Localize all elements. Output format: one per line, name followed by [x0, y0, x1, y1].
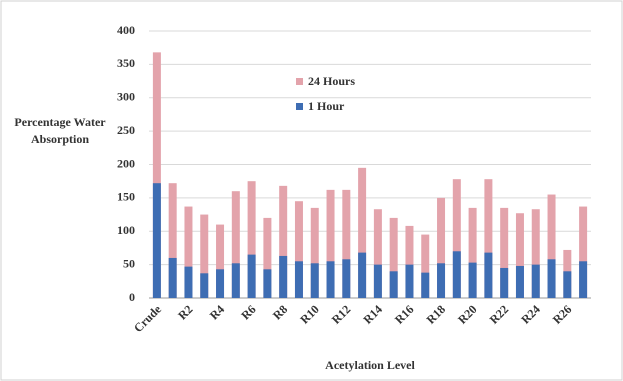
y-tick-label: 300	[117, 90, 135, 104]
bar	[168, 183, 177, 298]
bar	[200, 273, 209, 298]
bar	[263, 269, 272, 298]
legend-swatch	[296, 103, 303, 110]
bar	[152, 183, 161, 298]
y-axis-label: Percentage Water Absorption	[14, 115, 106, 146]
y-tick-label: 100	[117, 223, 135, 237]
bar	[294, 261, 303, 298]
bar	[247, 254, 256, 298]
bar	[216, 269, 225, 298]
bar	[421, 234, 430, 298]
y-tick-label: 200	[117, 156, 135, 170]
bar	[184, 206, 193, 298]
legend-label: 1 Hour	[308, 99, 345, 113]
bar	[515, 265, 524, 298]
bar	[405, 225, 414, 298]
bar	[326, 261, 335, 298]
bar	[263, 217, 272, 298]
bar	[468, 262, 477, 298]
bar	[342, 259, 351, 298]
bar	[500, 267, 509, 298]
y-tick-label: 50	[123, 256, 135, 270]
x-axis-label: Acetylation Level	[325, 358, 415, 372]
bar	[531, 264, 540, 298]
bar	[500, 207, 509, 298]
bar	[310, 207, 319, 298]
bar	[184, 266, 193, 298]
legend-swatch	[296, 78, 303, 85]
bar	[310, 263, 319, 298]
bar	[373, 209, 382, 298]
bar	[294, 201, 303, 298]
bar	[421, 272, 430, 298]
bar	[484, 252, 493, 298]
bar	[326, 189, 335, 298]
y-tick-label: 250	[117, 123, 135, 137]
bar	[484, 179, 493, 298]
legend-label: 24 Hours	[308, 74, 355, 88]
bar	[358, 252, 367, 298]
bar	[405, 264, 414, 298]
bar	[389, 217, 398, 298]
bar	[247, 181, 256, 298]
bar	[452, 179, 461, 298]
bar	[200, 214, 209, 298]
bar	[437, 197, 446, 298]
bar	[437, 263, 446, 298]
y-tick-label: 0	[129, 290, 135, 304]
bar	[231, 263, 240, 298]
bar	[531, 209, 540, 298]
bar	[279, 255, 288, 298]
y-tick-label: 350	[117, 56, 135, 70]
bar	[358, 167, 367, 298]
bar	[468, 207, 477, 298]
bar	[168, 257, 177, 298]
bar	[579, 261, 588, 298]
y-tick-label: 400	[117, 23, 135, 37]
bar	[515, 213, 524, 298]
bar	[452, 251, 461, 298]
bar	[152, 52, 161, 298]
bar	[389, 271, 398, 298]
bar	[373, 264, 382, 298]
bar	[547, 194, 556, 298]
bar	[563, 271, 572, 298]
bar	[579, 206, 588, 298]
bar	[279, 185, 288, 298]
bar	[216, 224, 225, 298]
bar	[231, 191, 240, 298]
bar	[342, 189, 351, 298]
y-tick-label: 150	[117, 190, 135, 204]
bar	[547, 259, 556, 298]
